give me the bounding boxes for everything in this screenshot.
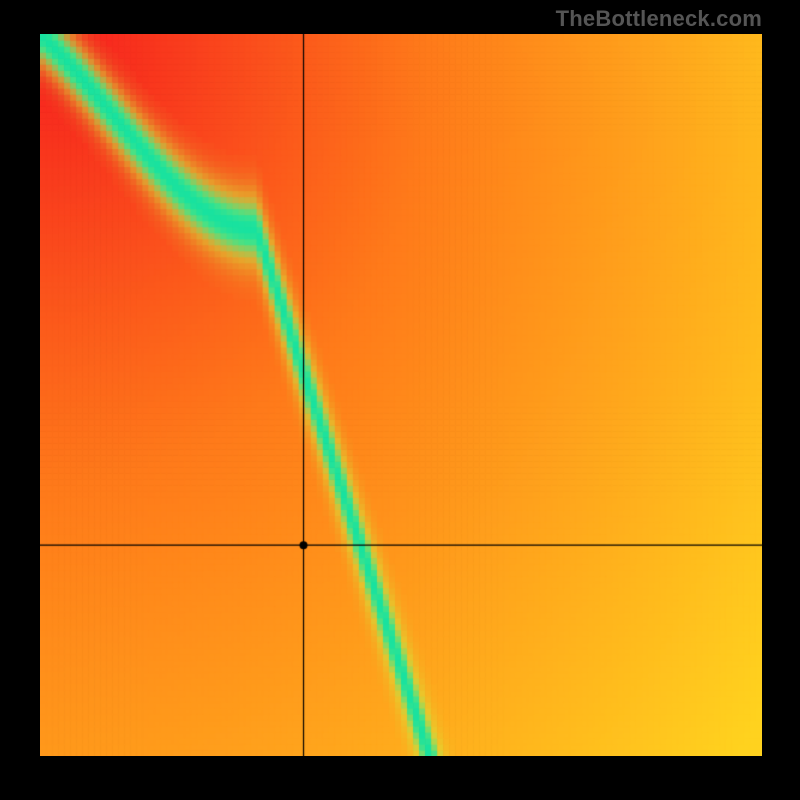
bottleneck-heatmap (40, 34, 762, 756)
watermark: TheBottleneck.com (556, 6, 762, 32)
